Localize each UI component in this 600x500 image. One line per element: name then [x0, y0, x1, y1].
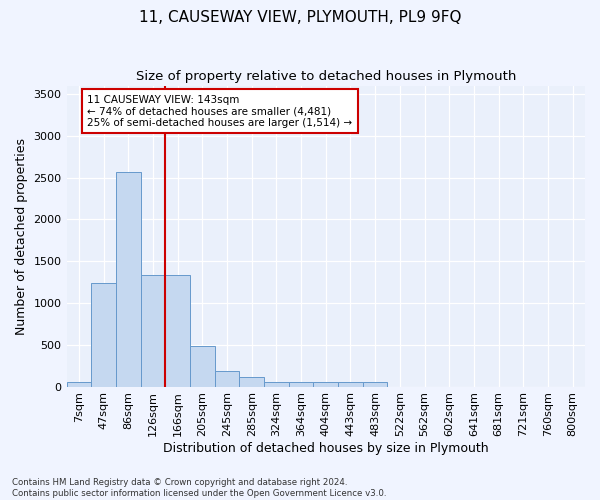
- Bar: [91, 283, 116, 387]
- Bar: [190, 346, 215, 387]
- X-axis label: Distribution of detached houses by size in Plymouth: Distribution of detached houses by size …: [163, 442, 488, 455]
- Bar: [289, 382, 313, 386]
- Bar: [338, 382, 363, 386]
- Bar: [313, 382, 338, 386]
- Y-axis label: Number of detached properties: Number of detached properties: [15, 138, 28, 334]
- Bar: [67, 382, 91, 386]
- Bar: [140, 274, 165, 386]
- Text: 11, CAUSEWAY VIEW, PLYMOUTH, PL9 9FQ: 11, CAUSEWAY VIEW, PLYMOUTH, PL9 9FQ: [139, 10, 461, 25]
- Bar: [116, 172, 140, 386]
- Text: Contains HM Land Registry data © Crown copyright and database right 2024.
Contai: Contains HM Land Registry data © Crown c…: [12, 478, 386, 498]
- Bar: [215, 370, 239, 386]
- Text: 11 CAUSEWAY VIEW: 143sqm
← 74% of detached houses are smaller (4,481)
25% of sem: 11 CAUSEWAY VIEW: 143sqm ← 74% of detach…: [87, 94, 352, 128]
- Bar: [264, 382, 289, 386]
- Bar: [165, 274, 190, 386]
- Bar: [239, 378, 264, 386]
- Title: Size of property relative to detached houses in Plymouth: Size of property relative to detached ho…: [136, 70, 516, 83]
- Bar: [363, 382, 388, 386]
